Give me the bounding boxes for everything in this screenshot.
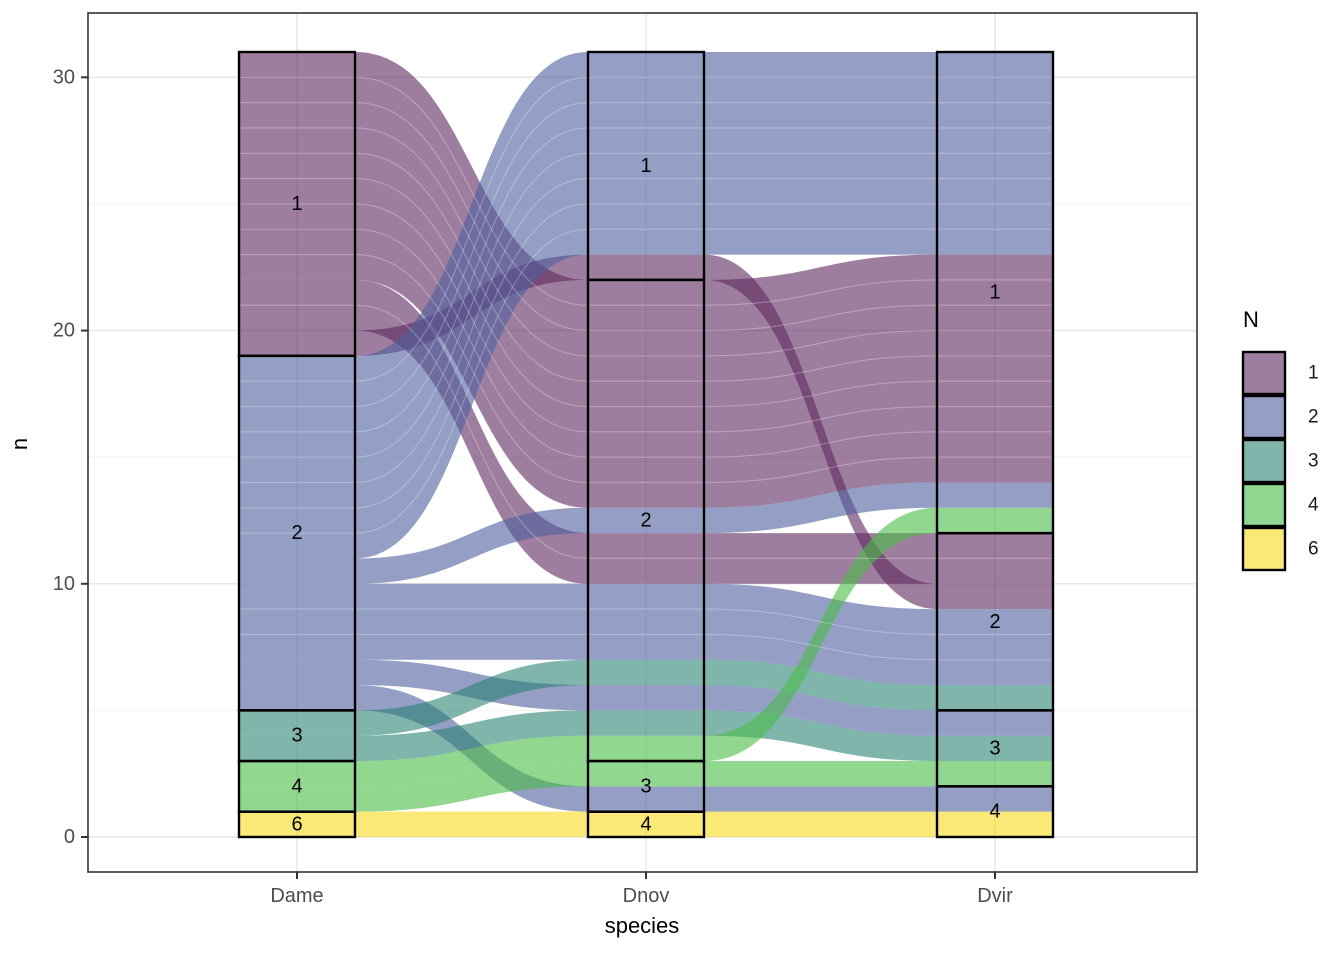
- alluvium-hairline: [239, 228, 1053, 534]
- stratum-label-dame-3: 3: [291, 725, 302, 747]
- alluvium-hairline: [239, 304, 1053, 560]
- alluvium-flow-n2: [239, 482, 1053, 584]
- alluvium-flow-n2: [239, 659, 1053, 736]
- y-axis-tick-labels: 0 10 20 30: [53, 66, 75, 848]
- x-axis-tick-labels: Dame Dnov Dvir: [270, 885, 1013, 907]
- alluvium-hairline: [239, 254, 1053, 484]
- alluvium-hairline: [239, 102, 1053, 408]
- x-tick-label-dvir: Dvir: [977, 885, 1013, 907]
- alluvium-flow-n1: [239, 254, 1053, 610]
- alluvium-hairline: [239, 203, 1053, 433]
- legend-key-1: [1241, 350, 1287, 396]
- stratum-label-dame-4: 4: [291, 775, 302, 797]
- stratum-label-dvir-3: 3: [989, 737, 1000, 759]
- stratum-label-dvir-2: 2: [989, 611, 1000, 633]
- y-tick-label: 20: [53, 320, 75, 342]
- alluvium-hairline: [239, 152, 1053, 458]
- alluvium-hairline: [239, 203, 1053, 509]
- x-axis-title: species: [605, 913, 680, 938]
- x-tick-label-dnov: Dnov: [623, 885, 670, 907]
- legend: N 1 2 3 4 6: [1241, 307, 1319, 572]
- legend-key-2: [1241, 394, 1287, 440]
- stratum-labels: 1 2 3 4 6 1 2 3 4 1 2 3 4: [291, 155, 1000, 835]
- strata-boxes: [237, 50, 1055, 839]
- legend-title: N: [1243, 307, 1259, 332]
- alluvium-hairline: [239, 127, 1053, 433]
- stratum-label-dnov-2: 2: [640, 509, 651, 531]
- legend-label-3: 3: [1308, 451, 1319, 472]
- legend-key-4: [1241, 482, 1287, 528]
- stratum-box-dame-6: [237, 810, 357, 839]
- alluvium-hairline: [239, 178, 1053, 484]
- alluvium-flow-n4: [239, 507, 1053, 787]
- stratum-label-dame-1: 1: [291, 193, 302, 215]
- stratum-label-dnov-3: 3: [640, 775, 651, 797]
- panel-border: [87, 12, 1198, 873]
- alluvium-flow-n3: [239, 659, 1053, 736]
- alluvium-hairline: [239, 76, 1053, 306]
- y-tick-label: 0: [64, 826, 75, 848]
- stratum-box-dnov-4: [586, 810, 706, 839]
- x-tick-label-dame: Dame: [270, 885, 323, 907]
- alluvium-flow-n6: [239, 811, 1053, 837]
- stratum-label-dnov-4: 4: [640, 813, 651, 835]
- alluvium-hairline: [239, 178, 1053, 408]
- legend-label-4: 4: [1308, 495, 1319, 516]
- y-tick-label: 30: [53, 66, 75, 88]
- alluvium-hairline: [239, 152, 1053, 382]
- legend-keys: 1 2 3 4 6: [1241, 350, 1319, 572]
- alluvium-hairline: [239, 102, 1053, 332]
- alluvium-flow-n2: [239, 583, 1053, 686]
- y-tick-label: 10: [53, 573, 75, 595]
- legend-label-6: 6: [1308, 539, 1319, 560]
- y-axis-title: n: [7, 438, 32, 450]
- legend-label-1: 1: [1308, 363, 1319, 384]
- axis-tick-marks: [81, 76, 996, 879]
- stratum-box-dvir-4: [935, 785, 1055, 839]
- alluvium-hairline: [239, 127, 1053, 357]
- stratum-label-dnov-1: 1: [640, 155, 651, 177]
- alluvium-separator-hairlines: [239, 76, 1053, 661]
- stratum-label-dvir-4: 4: [989, 801, 1000, 823]
- legend-key-6: [1241, 526, 1287, 572]
- alluvium-hairline: [239, 228, 1053, 458]
- stratum-label-dvir-1: 1: [989, 282, 1000, 304]
- stratum-label-dame-6: 6: [291, 813, 302, 835]
- legend-key-3: [1241, 438, 1287, 484]
- stratum-label-dame-2: 2: [291, 522, 302, 544]
- alluvium-flow-n2: [239, 51, 1053, 559]
- alluvium-hairline: [239, 76, 1053, 382]
- alluvium-flow-n4: [239, 761, 1053, 812]
- legend-label-2: 2: [1308, 407, 1319, 428]
